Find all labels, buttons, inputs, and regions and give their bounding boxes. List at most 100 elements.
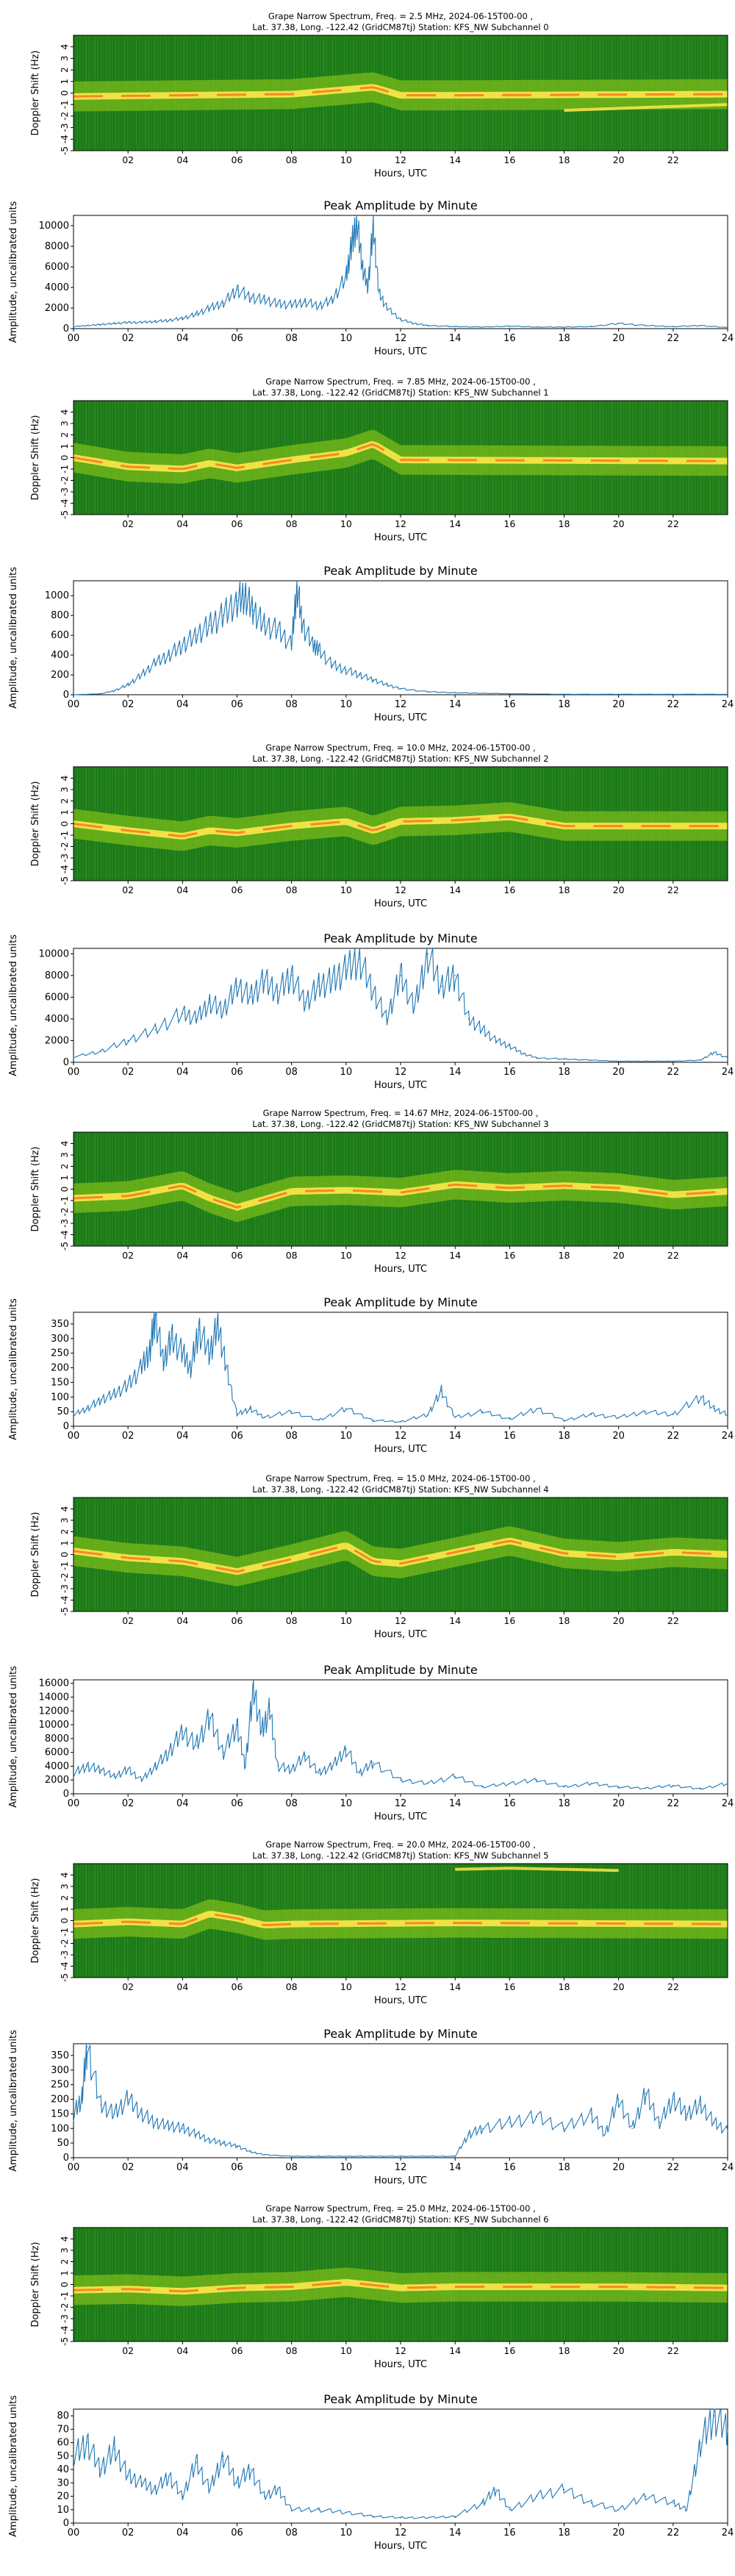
line-x-tick-label: 02 <box>122 1798 135 1809</box>
heatmap-y-axis-label: Doppler Shift (Hz) <box>30 2242 41 2328</box>
line-x-tick-label: 22 <box>667 333 680 344</box>
line-data-point <box>318 1420 320 1421</box>
heatmap-y-tick-label: -3 <box>60 2314 70 2323</box>
heatmap-x-tick-label: 06 <box>232 1981 243 1992</box>
line-x-tick-label: 20 <box>612 2162 625 2173</box>
line-data-point <box>127 1769 129 1770</box>
line-y-tick-label: 0 <box>63 2153 69 2164</box>
line-x-tick-label: 22 <box>667 2527 680 2539</box>
heatmap-streak <box>243 1132 244 1246</box>
heatmap-x-tick-label: 22 <box>667 884 679 895</box>
line-data-point <box>400 1421 401 1423</box>
line-data-point <box>617 693 620 695</box>
line-x-tick-label: 22 <box>667 1067 680 1078</box>
line-chart-frame <box>73 2408 728 2524</box>
line-data-point <box>236 600 238 601</box>
line-y-axis-label: Amplitude, uncalibrated units <box>8 934 19 1076</box>
line-data-point <box>312 644 315 646</box>
heatmap-streak <box>228 1132 229 1246</box>
line-y-tick-label: 0 <box>63 1421 69 1432</box>
heatmap-y-tick-label: 0 <box>60 90 70 96</box>
line-data-point <box>127 684 129 686</box>
line-x-tick-label: 04 <box>176 2162 189 2173</box>
heatmap-x-tick-label: 02 <box>122 884 134 895</box>
heatmap-y-tick-label: 1 <box>60 1175 70 1181</box>
line-chart-title: Peak Amplitude by Minute <box>323 198 478 212</box>
line-data-point <box>73 1772 74 1774</box>
heatmap-y-tick-label: -2 <box>60 842 70 851</box>
line-y-axis-label: Amplitude, uncalibrated units <box>8 201 19 343</box>
line-data-point <box>563 2489 565 2491</box>
heatmap-streak <box>228 1498 229 1611</box>
heatmap-x-tick-label: 08 <box>286 884 298 895</box>
heatmap-y-tick-label: 0 <box>60 1187 70 1192</box>
heatmap-x-tick-label: 16 <box>503 1615 515 1626</box>
line-x-tick-label: 18 <box>558 2162 570 2173</box>
line-data-point <box>359 958 361 960</box>
line-data-point <box>209 1717 211 1719</box>
line-chart-title: Peak Amplitude by Minute <box>323 1663 478 1677</box>
line-x-tick-label: 12 <box>395 1798 407 1809</box>
heatmap-y-axis-label: Doppler Shift (Hz) <box>30 1147 41 1232</box>
line-data-point <box>73 1414 74 1415</box>
line-data-point <box>318 1772 320 1774</box>
line-x-tick-label: 04 <box>176 699 189 710</box>
line-data-point <box>495 1040 497 1042</box>
line-y-axis-label: Amplitude, uncalibrated units <box>8 567 19 709</box>
heatmap-y-tick-label: 1 <box>60 1906 70 1912</box>
line-y-tick-label: 50 <box>57 2451 69 2462</box>
heatmap-x-axis-label: Hours, UTC <box>374 1629 427 1640</box>
line-x-tick-label: 10 <box>340 2162 353 2173</box>
line-x-tick-label: 24 <box>722 1067 734 1078</box>
heatmap-x-tick-label: 04 <box>176 154 188 165</box>
heatmap-x-axis-label: Hours, UTC <box>374 168 427 179</box>
line-data-point <box>140 674 143 676</box>
line-data-point <box>536 1057 538 1059</box>
heatmap-ridge-core <box>74 86 728 98</box>
line-x-tick-label: 10 <box>340 699 353 710</box>
heatmap-chart-10: Grape Narrow Spectrum, Freq. = 20.0 MHz,… <box>30 1839 728 2006</box>
heatmap-y-axis-label: Doppler Shift (Hz) <box>30 1878 41 1964</box>
heatmap-ridge-core <box>73 1183 728 1209</box>
line-data-point <box>263 1417 265 1418</box>
line-x-axis-label: Hours, UTC <box>374 1444 427 1455</box>
line-y-tick-label: 200 <box>51 2094 69 2105</box>
heatmap-x-tick-label: 12 <box>395 1250 406 1261</box>
heatmap-x-tick-label: 14 <box>449 1250 461 1261</box>
heatmap-y-tick-label: 2 <box>60 67 70 73</box>
heatmap-y-tick-label: -2 <box>60 2303 70 2312</box>
line-x-tick-label: 08 <box>285 699 298 710</box>
line-series <box>73 1679 728 1790</box>
line-chart-9: Peak Amplitude by Minute 00 02 04 06 08 10 12 14… <box>8 1663 734 1822</box>
line-data-point <box>304 301 306 303</box>
line-data-point <box>400 2155 401 2157</box>
line-data-point <box>400 975 401 976</box>
heatmap-y-tick-label: -1 <box>60 831 70 840</box>
heatmap-x-tick-label: 22 <box>667 1981 679 1992</box>
line-data-point <box>481 1786 484 1788</box>
line-data-point <box>590 1783 592 1784</box>
line-x-tick-label: 00 <box>68 699 80 710</box>
line-data-point <box>236 2145 238 2147</box>
line-data-point <box>713 2415 715 2416</box>
heatmap-y-tick-label: 3 <box>60 1883 70 1889</box>
line-data-point <box>250 2151 251 2153</box>
line-data-point <box>196 2133 197 2136</box>
line-chart-title: Peak Amplitude by Minute <box>323 931 478 945</box>
heatmap-y-tick-label: -5 <box>60 510 70 519</box>
line-data-point <box>563 1058 565 1060</box>
heatmap-x-tick-label: 18 <box>559 1981 570 1992</box>
line-series <box>73 215 728 329</box>
line-chart-frame <box>73 580 728 695</box>
line-x-tick-label: 24 <box>722 1798 734 1809</box>
heatmap-x-tick-label: 06 <box>232 1250 243 1261</box>
heatmap-ridge-core <box>73 2281 728 2293</box>
heatmap-x-tick-label: 10 <box>340 518 352 529</box>
line-data-point <box>140 2482 143 2484</box>
line-data-point <box>454 2516 456 2517</box>
line-data-point <box>113 690 115 692</box>
line-data-point <box>617 1060 620 1062</box>
line-data-point <box>727 693 728 695</box>
line-data-point <box>263 624 265 626</box>
line-x-tick-label: 14 <box>449 699 462 710</box>
